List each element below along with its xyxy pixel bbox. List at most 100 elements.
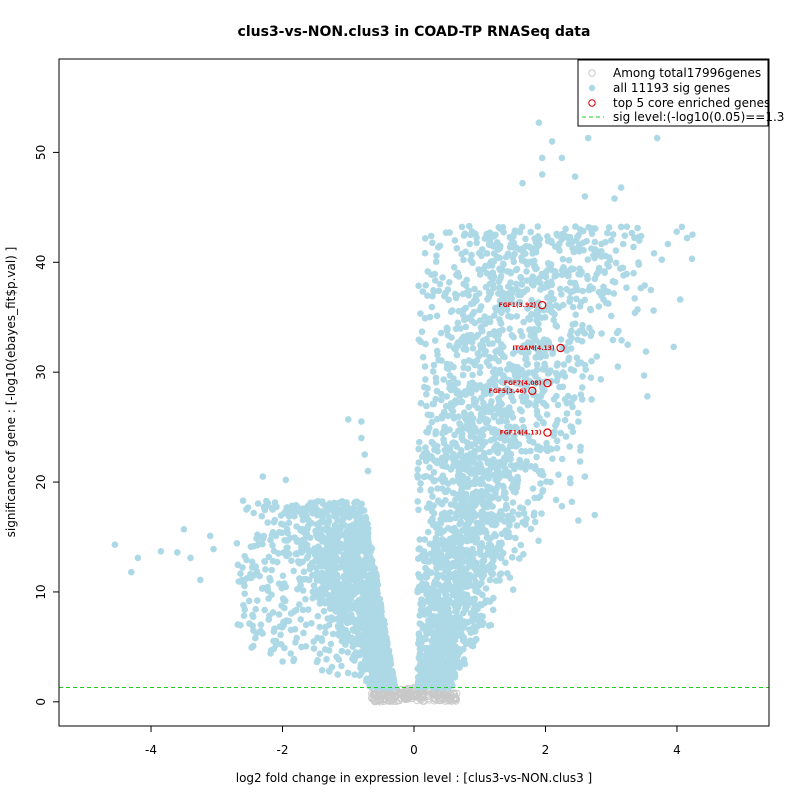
sig-gene-point <box>431 270 439 278</box>
sig-gene-point <box>456 617 464 624</box>
sig-gene-point <box>612 259 620 267</box>
sig-gene-point <box>544 233 551 240</box>
sig-gene-point <box>415 545 423 553</box>
sig-gene-point <box>308 620 315 627</box>
sig-gene-point <box>363 559 371 566</box>
sig-gene-point <box>336 532 344 539</box>
sig-gene-point <box>547 278 555 286</box>
sig-gene-point <box>561 373 569 380</box>
sig-gene-point <box>483 250 491 257</box>
sig-gene-point <box>422 340 429 348</box>
sig-gene-point <box>269 609 277 616</box>
sig-gene-point <box>591 238 599 246</box>
sig-gene-point <box>418 673 426 681</box>
sig-gene-point <box>492 306 500 314</box>
sig-gene-point <box>240 612 248 619</box>
sig-gene-point <box>615 327 622 335</box>
sig-gene-point <box>358 648 366 656</box>
sig-gene-point <box>641 282 648 289</box>
x-tick-label: 4 <box>673 743 681 757</box>
sig-gene-point <box>432 430 439 438</box>
sig-gene-point <box>516 227 523 235</box>
sig-gene-point <box>533 421 540 429</box>
nonsig-gene-point <box>424 691 432 699</box>
sig-gene-point <box>631 234 638 242</box>
sig-gene-point <box>285 617 293 625</box>
sig-gene-point <box>293 550 301 558</box>
sig-gene-point <box>489 242 497 249</box>
sig-gene-point <box>547 303 555 310</box>
sig-gene-point <box>576 265 583 273</box>
sig-gene-point <box>261 506 269 514</box>
sig-gene-point <box>438 357 445 364</box>
sig-gene-point <box>314 612 322 620</box>
sig-gene-point <box>358 418 365 425</box>
sig-gene-point <box>579 321 586 329</box>
sig-gene-point <box>647 286 655 294</box>
y-axis-label: significance of gene : [-log10(ebayes_fi… <box>4 247 18 538</box>
sig-gene-point <box>561 232 569 239</box>
sig-gene-point <box>414 466 422 473</box>
sig-gene-point <box>299 547 306 554</box>
sig-gene-point <box>512 534 519 542</box>
nonsig-gene-point <box>413 693 421 701</box>
sig-gene-point <box>526 316 534 323</box>
sig-gene-point <box>347 541 355 548</box>
sig-gene-point <box>490 273 498 281</box>
sig-gene-point <box>526 243 533 250</box>
sig-gene-point <box>598 248 605 255</box>
sig-gene-point <box>461 414 469 422</box>
sig-gene-point <box>487 401 494 409</box>
sig-gene-point <box>248 558 256 566</box>
sig-gene-point <box>450 264 458 271</box>
sig-gene-point <box>585 286 593 293</box>
sig-gene-point <box>448 624 456 631</box>
sig-gene-point <box>292 606 300 614</box>
sig-gene-point <box>583 237 590 245</box>
sig-gene-point <box>443 324 451 332</box>
sig-gene-point <box>447 598 454 605</box>
sig-gene-point <box>312 527 319 535</box>
sig-gene-point <box>430 469 438 476</box>
sig-gene-point <box>350 627 358 634</box>
sig-gene-point <box>268 531 276 539</box>
sig-gene-point <box>523 286 531 293</box>
sig-gene-point <box>449 412 457 420</box>
sig-gene-point <box>433 613 441 620</box>
sig-gene-point <box>417 310 424 317</box>
sig-gene-point <box>428 418 436 426</box>
sig-gene-point <box>454 319 462 327</box>
sig-gene-point <box>453 399 461 406</box>
sig-gene-point <box>422 564 429 572</box>
sig-gene-point <box>316 591 323 598</box>
sig-gene-point <box>650 250 658 257</box>
sig-gene-point <box>495 278 503 285</box>
sig-gene-point <box>383 675 391 683</box>
sig-gene-point <box>443 393 451 400</box>
sig-gene-point <box>504 268 511 275</box>
sig-gene-point <box>425 558 433 565</box>
sig-gene-point <box>459 290 467 298</box>
sig-gene-point <box>507 461 515 469</box>
sig-gene-point <box>634 224 641 232</box>
sig-gene-point <box>463 493 470 500</box>
x-tick-label: 2 <box>542 743 550 757</box>
sig-gene-point <box>386 653 394 660</box>
sig-gene-point <box>479 501 487 509</box>
sig-gene-point <box>458 223 466 231</box>
sig-gene-point <box>433 415 441 423</box>
sig-gene-point <box>356 600 363 608</box>
sig-gene-point <box>449 439 456 447</box>
sig-gene-point <box>486 576 494 584</box>
sig-gene-point <box>346 586 354 594</box>
sig-gene-point <box>433 347 441 355</box>
sig-gene-point <box>449 450 457 458</box>
sig-gene-point <box>258 512 266 520</box>
sig-gene-point <box>180 526 188 533</box>
sig-gene-point <box>421 249 429 257</box>
sig-gene-point <box>548 138 556 145</box>
sig-gene-point <box>532 265 539 273</box>
sig-gene-point <box>582 366 589 373</box>
sig-gene-point <box>377 600 385 608</box>
sig-gene-point <box>353 517 361 525</box>
